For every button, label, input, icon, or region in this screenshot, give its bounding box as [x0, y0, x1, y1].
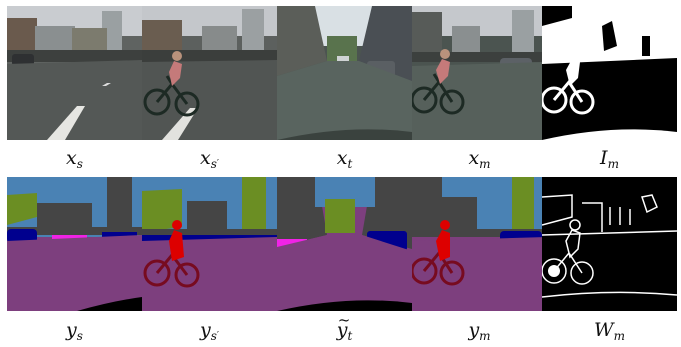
image-x-t [277, 6, 412, 140]
caption-x-s-prime: xs′ [200, 147, 219, 171]
caption-x-s: xs [66, 147, 83, 171]
caption-y-t-tilde: yt [277, 309, 412, 347]
caption-y-m: ym [468, 319, 491, 343]
caption-i-m: Im [600, 147, 619, 171]
caption-w-m: Wm [594, 319, 625, 343]
seg-y-s [7, 177, 142, 311]
weight-w-m [542, 177, 677, 311]
image-x-s [7, 6, 142, 140]
caption-y-s-prime: ys′ [200, 319, 219, 343]
mask-i-m [542, 6, 677, 140]
seg-y-m [412, 177, 547, 311]
image-x-s-prime [142, 6, 277, 140]
image-x-m [412, 6, 547, 140]
caption-y-s: ys [66, 319, 83, 343]
seg-y-s-prime [142, 177, 277, 311]
caption-x-m: xm [468, 147, 491, 171]
caption-x-t: xt [336, 147, 353, 171]
seg-y-t-tilde [277, 177, 412, 311]
